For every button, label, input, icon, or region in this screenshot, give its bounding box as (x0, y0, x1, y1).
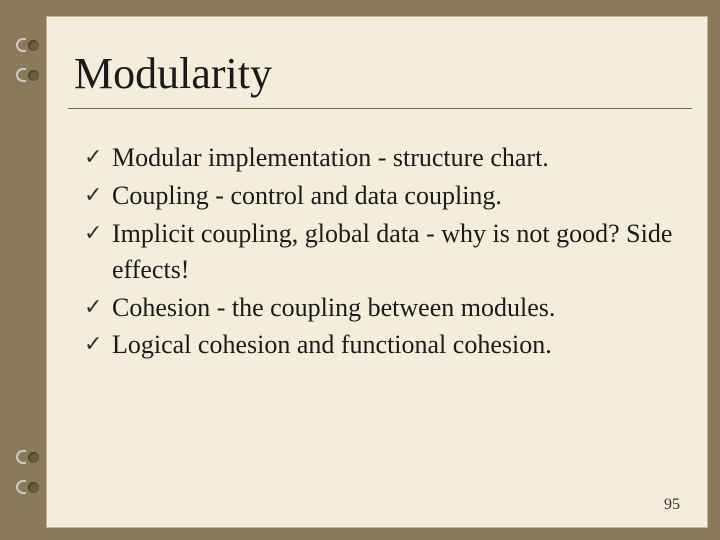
binder-punch-icon (28, 40, 39, 51)
bullet-item: ✓Modular implementation - structure char… (84, 140, 674, 176)
bullet-text: Modular implementation - structure chart… (112, 140, 674, 176)
bullet-text: Implicit coupling, global data - why is … (112, 216, 674, 288)
checkmark-icon: ✓ (84, 178, 112, 210)
binder-hole (16, 66, 40, 86)
binder-hole (16, 36, 40, 56)
binder-ring-icon (16, 68, 26, 82)
bullet-item: ✓Implicit coupling, global data - why is… (84, 216, 674, 288)
binder-hole (16, 478, 40, 498)
bullet-text: Coupling - control and data coupling. (112, 178, 674, 214)
bullet-item: ✓Logical cohesion and functional cohesio… (84, 327, 674, 363)
title-underline (68, 108, 692, 109)
checkmark-icon: ✓ (84, 290, 112, 322)
slide-title: Modularity (74, 48, 272, 99)
binder-ring-icon (16, 38, 26, 52)
page-number: 95 (664, 496, 680, 514)
binder-punch-icon (28, 482, 39, 493)
binder-ring-icon (16, 480, 26, 494)
checkmark-icon: ✓ (84, 140, 112, 172)
binder-punch-icon (28, 70, 39, 81)
bullet-list: ✓Modular implementation - structure char… (84, 140, 674, 365)
checkmark-icon: ✓ (84, 327, 112, 359)
binder-punch-icon (28, 452, 39, 463)
binder-ring-icon (16, 450, 26, 464)
bullet-item: ✓Cohesion - the coupling between modules… (84, 290, 674, 326)
checkmark-icon: ✓ (84, 216, 112, 248)
binder-hole (16, 448, 40, 468)
bullet-text: Cohesion - the coupling between modules. (112, 290, 674, 326)
bullet-item: ✓Coupling - control and data coupling. (84, 178, 674, 214)
bullet-text: Logical cohesion and functional cohesion… (112, 327, 674, 363)
